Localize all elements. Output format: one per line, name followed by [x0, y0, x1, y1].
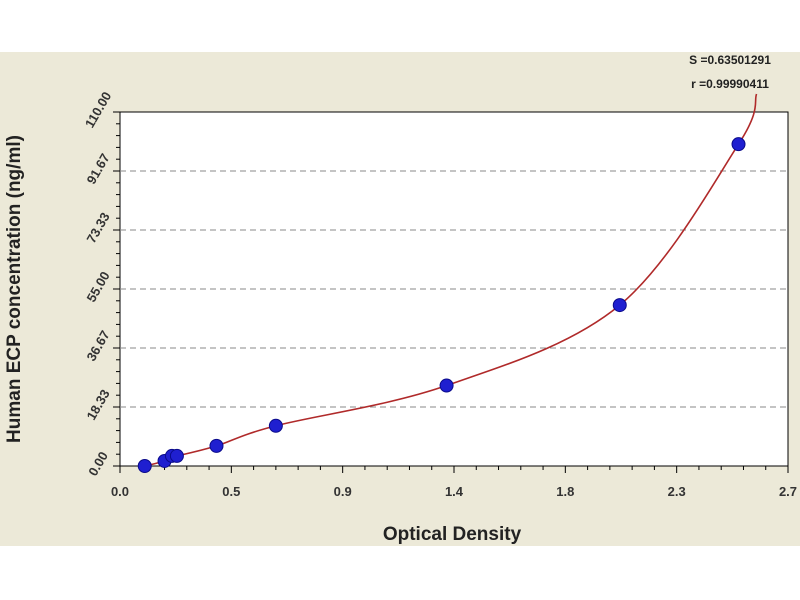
x-tick-label: 2.3: [668, 484, 686, 499]
data-point: [731, 137, 746, 152]
y-tick-label: 36.67: [83, 328, 112, 364]
data-point: [439, 378, 454, 393]
y-tick-label: 110.00: [82, 89, 115, 130]
x-tick-label: 0.0: [111, 484, 129, 499]
y-tick-label: 91.67: [83, 151, 112, 187]
y-tick-label: 0.00: [85, 449, 111, 478]
x-tick-label: 1.8: [556, 484, 574, 499]
y-tick-label: 73.33: [83, 210, 112, 246]
grid-lines: [120, 170, 788, 408]
x-tick-label: 2.7: [779, 484, 797, 499]
x-tick-label: 0.9: [334, 484, 352, 499]
stat-s-value: S =0.63501291: [689, 53, 771, 67]
y-tick-label: 18.33: [83, 387, 112, 423]
data-points-layer: [137, 137, 746, 473]
stat-r-value: r =0.99990411: [691, 77, 769, 91]
chart-panel: 0.0 0.5 0.9 1.4 1.8 2.3 2.7 0.00 18.33 36.67 55.0…: [0, 52, 800, 546]
y-axis-title: Human ECP concentration (ng/ml): [4, 135, 25, 443]
data-point: [169, 448, 184, 463]
data-point: [268, 418, 283, 433]
y-axis: 0.00 18.33 36.67 55.00 73.33 91.67 110.00: [82, 89, 120, 478]
standard-curve-chart: 0.0 0.5 0.9 1.4 1.8 2.3 2.7 0.00 18.33 36.67 55.0…: [4, 53, 797, 545]
y-tick-label: 55.00: [83, 269, 112, 305]
data-point: [137, 459, 152, 473]
x-axis: 0.0 0.5 0.9 1.4 1.8 2.3 2.7: [111, 466, 797, 499]
x-axis-title: Optical Density: [383, 524, 522, 545]
data-point: [209, 438, 224, 453]
x-tick-label: 0.5: [222, 484, 240, 499]
x-tick-label: 1.4: [445, 484, 464, 499]
data-point: [612, 298, 627, 313]
